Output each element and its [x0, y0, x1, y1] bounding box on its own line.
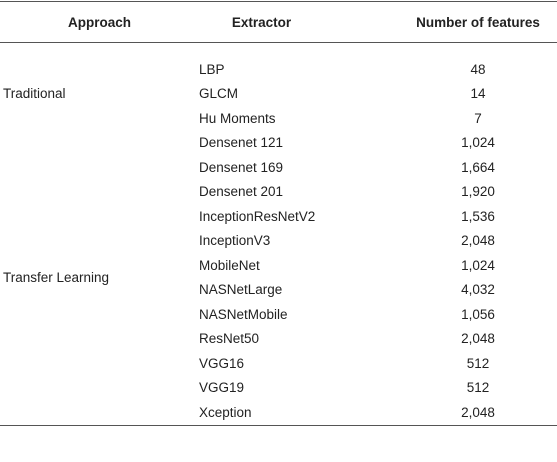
extractor-cell: Densenet 201 — [199, 184, 284, 200]
features-cell: 1,920 — [461, 184, 495, 200]
features-cell: 2,048 — [461, 404, 495, 420]
features-table: Approach Extractor Number of features Tr… — [0, 1, 557, 426]
features-cell: 512 — [466, 380, 490, 396]
header-cell: Approach — [67, 14, 131, 30]
table-row: NASNetLarge 4,032 — [0, 278, 557, 303]
features-cell: 14 — [470, 86, 486, 102]
table-header: Approach Extractor Number of features — [0, 1, 557, 43]
table-row: ResNet50 2,048 — [0, 327, 557, 352]
table-row: Transfer Learning Densenet 121 1,024 — [0, 131, 557, 285]
extractor-cell: MobileNet — [199, 257, 260, 273]
table-row: GLCM 14 — [0, 82, 557, 107]
extractor-cell: NASNetLarge — [199, 282, 283, 298]
extractor-cell: Xception — [199, 404, 252, 420]
approach-cell: Transfer Learning — [3, 270, 110, 285]
table-row: NASNetMobile 1,056 — [0, 302, 557, 327]
table-row: Hu Moments 7 — [0, 106, 557, 131]
table-row: VGG19 512 — [0, 376, 557, 401]
features-cell: 48 — [470, 61, 486, 77]
extractor-cell: Densenet 121 — [199, 135, 284, 151]
features-cell: 1,664 — [461, 159, 495, 175]
features-cell: 512 — [466, 355, 490, 371]
table-row: Densenet 169 1,664 — [0, 155, 557, 180]
features-cell: 2,048 — [461, 233, 495, 249]
features-cell: 1,536 — [461, 208, 495, 224]
extractor-cell: ResNet50 — [199, 331, 260, 347]
extractor-cell: LBP — [199, 61, 225, 77]
table-row: MobileNet 1,024 — [0, 253, 557, 278]
extractor-cell: GLCM — [199, 86, 239, 102]
extractor-cell: NASNetMobile — [199, 306, 288, 322]
extractor-cell: InceptionV3 — [199, 233, 271, 249]
table-body: Traditional LBP 48 GLCM 14 Hu Moments 7 Transfe… — [0, 43, 557, 425]
header-cell: Extractor — [231, 14, 292, 30]
features-cell: 1,056 — [461, 306, 495, 322]
table-row: VGG16 512 — [0, 351, 557, 376]
features-cell: 1,024 — [461, 135, 495, 151]
extractor-cell: InceptionResNetV2 — [199, 208, 316, 224]
table-row: InceptionV3 2,048 — [0, 229, 557, 254]
approach-cell: Traditional — [3, 86, 66, 102]
extractor-cell: VGG19 — [199, 380, 245, 396]
header-cell: Number of features — [416, 14, 540, 30]
features-cell: 2,048 — [461, 331, 495, 347]
features-cell: 4,032 — [461, 282, 495, 298]
extractor-cell: Densenet 169 — [199, 159, 284, 175]
header-row: Approach Extractor Number of features — [0, 1, 557, 43]
extractor-cell: Hu Moments — [199, 110, 276, 126]
table-row: Densenet 201 1,920 — [0, 180, 557, 205]
features-cell: 7 — [474, 110, 482, 126]
table-row: Traditional LBP 48 — [0, 43, 557, 102]
table-row: InceptionResNetV2 1,536 — [0, 204, 557, 229]
features-cell: 1,024 — [461, 257, 495, 273]
table-row: Xception 2,048 — [0, 400, 557, 425]
extractor-cell: VGG16 — [199, 355, 245, 371]
